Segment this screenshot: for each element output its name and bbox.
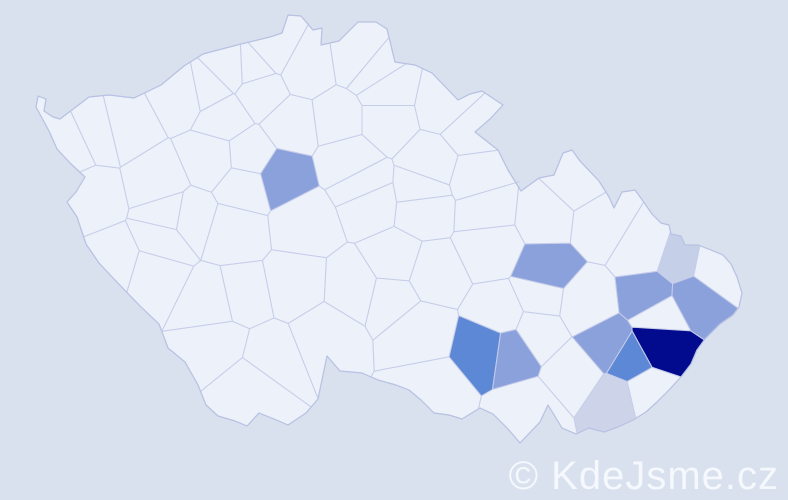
country-border xyxy=(35,14,743,444)
district-litomerice[interactable] xyxy=(234,73,291,125)
district-pisek[interactable] xyxy=(219,259,275,330)
district-kromeriz[interactable] xyxy=(571,312,633,375)
district-pelhrimov[interactable] xyxy=(323,241,377,327)
district-rokycany[interactable] xyxy=(176,184,219,261)
